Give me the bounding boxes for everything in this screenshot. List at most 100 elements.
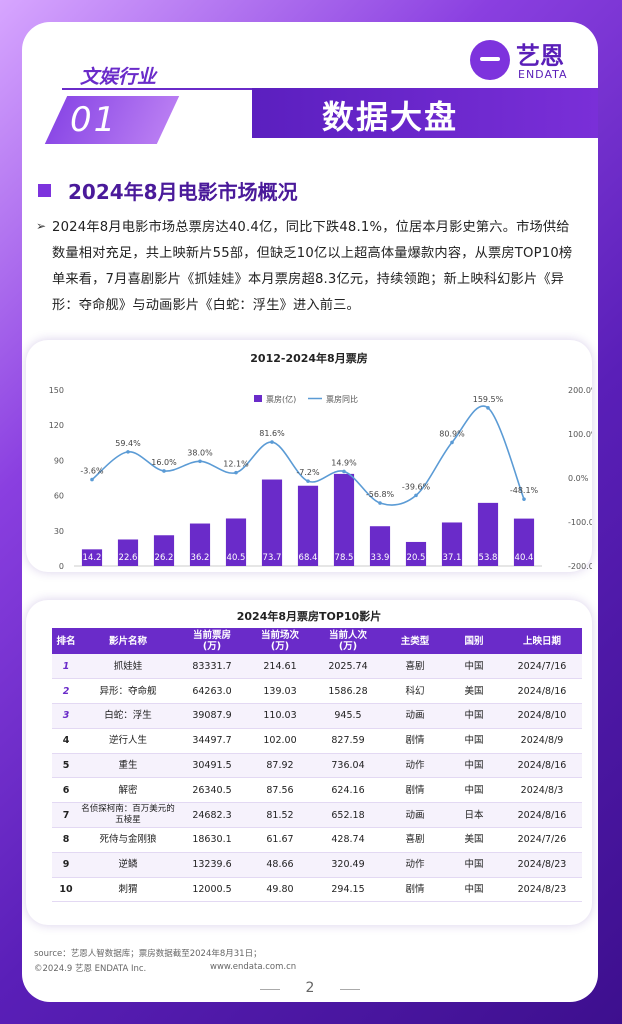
yoy-point-2015-08 bbox=[198, 459, 202, 464]
yoy-value-label: 14.9% bbox=[331, 458, 357, 467]
bar-2019-08 bbox=[333, 473, 355, 566]
cell-film-name: 名侦探柯南：百万美元的五棱星 bbox=[80, 802, 176, 829]
box-office-chart: 0 30 60 90 120 150 -200.0% -100.0% 0.0% 100.0% 200… bbox=[49, 386, 592, 571]
bullet-arrow-icon: ➢ bbox=[36, 219, 47, 233]
cell-country: 中国 bbox=[446, 777, 502, 804]
table-row: 1 抓娃娃 83331.7 214.61 2025.74 喜剧 中国 2024/7/16 bbox=[52, 654, 582, 680]
cell-genre: 剧情 bbox=[384, 877, 446, 903]
yoy-value-label: 159.5% bbox=[473, 395, 504, 404]
cell-genre: 喜剧 bbox=[384, 827, 446, 853]
bar-value-label: 40.5 bbox=[227, 553, 246, 563]
table-header-row: 排名 影片名称 当前票房 (万) 当前场次 (万) 当前人次 (万) 主类型 国别 上映日期 bbox=[52, 628, 582, 654]
chart-title: 2012-2024年8月票房 bbox=[250, 352, 368, 365]
cell-admissions: 1586.28 bbox=[312, 678, 384, 705]
legend-bar-swatch bbox=[254, 395, 262, 402]
cell-admissions: 294.15 bbox=[312, 877, 384, 903]
logo-english-name: ENDATA bbox=[518, 68, 568, 81]
y-left-tick-label: 0 bbox=[59, 562, 64, 571]
cell-box-office: 30491.5 bbox=[176, 753, 248, 779]
bar-2013-08 bbox=[117, 539, 139, 566]
cell-release-date: 2024/8/16 bbox=[502, 753, 582, 779]
bar-value-label: 68.4 bbox=[299, 553, 318, 563]
y-left-tick-label: 150 bbox=[49, 386, 64, 395]
cell-release-date: 2024/8/23 bbox=[502, 877, 582, 903]
cell-release-date: 2024/7/26 bbox=[502, 827, 582, 853]
yoy-point-2022-08 bbox=[450, 440, 454, 445]
cell-admissions: 320.49 bbox=[312, 852, 384, 878]
header-title-banner bbox=[252, 88, 598, 138]
bar-2017-08 bbox=[261, 479, 283, 566]
top10-table-panel: 2024年8月票房TOP10影片 排名 影片名称 当前票房 (万) 当前场次 (万) 当前人… bbox=[26, 600, 592, 925]
cell-country: 美国 bbox=[446, 827, 502, 853]
yoy-value-label: -56.8% bbox=[366, 490, 395, 499]
cell-country: 美国 bbox=[446, 678, 502, 705]
yoy-point-2021-08 bbox=[414, 493, 418, 498]
bar-2023-08 bbox=[477, 502, 499, 566]
cell-admissions: 428.74 bbox=[312, 827, 384, 853]
y-right-tick-label: -100.0% bbox=[568, 518, 592, 527]
cell-film-name: 异形：夺命舰 bbox=[80, 678, 176, 705]
bar-value-label: 40.4 bbox=[515, 553, 534, 563]
cell-screenings: 110.03 bbox=[248, 703, 312, 729]
table-row: 5 重生 30491.5 87.92 736.04 动作 中国 2024/8/16 bbox=[52, 753, 582, 779]
cell-genre: 剧情 bbox=[384, 728, 446, 754]
yoy-point-2023-08 bbox=[486, 406, 490, 410]
y-right-tick-label: 200.0% bbox=[568, 386, 592, 395]
cell-box-office: 18630.1 bbox=[176, 827, 248, 853]
cell-box-office: 83331.7 bbox=[176, 654, 248, 680]
cell-film-name: 逆行人生 bbox=[80, 728, 176, 754]
table-row: 10 刺猬 12000.5 49.80 294.15 剧情 中国 2024/8/23 bbox=[52, 877, 582, 903]
section-square-icon bbox=[38, 184, 51, 197]
cell-country: 中国 bbox=[446, 877, 502, 903]
cell-box-office: 64263.0 bbox=[176, 678, 248, 705]
cell-release-date: 2024/8/23 bbox=[502, 852, 582, 878]
cell-admissions: 827.59 bbox=[312, 728, 384, 754]
cell-release-date: 2024/8/16 bbox=[502, 802, 582, 829]
yoy-point-2016-08 bbox=[234, 470, 238, 475]
bar-2012-08 bbox=[81, 549, 103, 566]
cell-rank: 5 bbox=[52, 753, 80, 779]
cell-genre: 动画 bbox=[384, 703, 446, 729]
table-row: 4 逆行人生 34497.7 102.00 827.59 剧情 中国 2024/8/9 bbox=[52, 728, 582, 754]
bar-value-label: 33.9 bbox=[371, 553, 390, 563]
website-link[interactable]: www.endata.com.cn bbox=[210, 962, 297, 972]
cell-release-date: 2024/8/16 bbox=[502, 678, 582, 705]
table-row: 9 逆鳞 13239.6 48.66 320.49 动作 中国 2024/8/23 bbox=[52, 852, 582, 878]
cell-admissions: 945.5 bbox=[312, 703, 384, 729]
logo-chinese-name: 艺恩 bbox=[516, 42, 564, 70]
cell-box-office: 34497.7 bbox=[176, 728, 248, 754]
yoy-value-label: 81.6% bbox=[259, 429, 285, 438]
y-left-tick-label: 30 bbox=[54, 527, 64, 536]
cell-genre: 科幻 bbox=[384, 678, 446, 705]
yoy-value-label: 12.1% bbox=[223, 460, 249, 469]
cell-rank: 7 bbox=[52, 802, 80, 829]
cell-rank: 9 bbox=[52, 852, 80, 878]
industry-label: 文娱行业 bbox=[80, 66, 157, 88]
cell-rank: 4 bbox=[52, 728, 80, 754]
bar-2020-08 bbox=[369, 526, 391, 566]
cell-screenings: 49.80 bbox=[248, 877, 312, 903]
section-number: 01 bbox=[70, 100, 118, 140]
yoy-value-label: -48.1% bbox=[510, 486, 539, 495]
yoy-value-label: 16.0% bbox=[151, 458, 177, 467]
cell-rank: 10 bbox=[52, 877, 80, 903]
page-line-left bbox=[260, 989, 280, 990]
yoy-point-2014-08 bbox=[162, 469, 166, 473]
th-admissions: 当前人次 (万) bbox=[312, 628, 384, 654]
cell-rank: 2 bbox=[52, 678, 80, 705]
cell-genre: 动画 bbox=[384, 802, 446, 829]
th-country: 国别 bbox=[446, 628, 502, 654]
table-row: 8 死侍与金刚狼 18630.1 61.67 428.74 喜剧 美国 2024/7/26 bbox=[52, 827, 582, 853]
cell-box-office: 24682.3 bbox=[176, 802, 248, 829]
cell-film-name: 刺猬 bbox=[80, 877, 176, 903]
table-title: 2024年8月票房TOP10影片 bbox=[236, 610, 382, 623]
bar-value-label: 22.6 bbox=[119, 553, 138, 563]
page-line-right bbox=[340, 989, 360, 990]
yoy-point-2020-08 bbox=[378, 501, 382, 505]
cell-rank: 8 bbox=[52, 827, 80, 853]
cell-film-name: 抓娃娃 bbox=[80, 654, 176, 680]
yoy-point-2019-08 bbox=[342, 469, 346, 474]
cell-genre: 剧情 bbox=[384, 777, 446, 804]
y-right-tick-label: 0.0% bbox=[568, 474, 589, 483]
th-genre: 主类型 bbox=[384, 628, 446, 654]
